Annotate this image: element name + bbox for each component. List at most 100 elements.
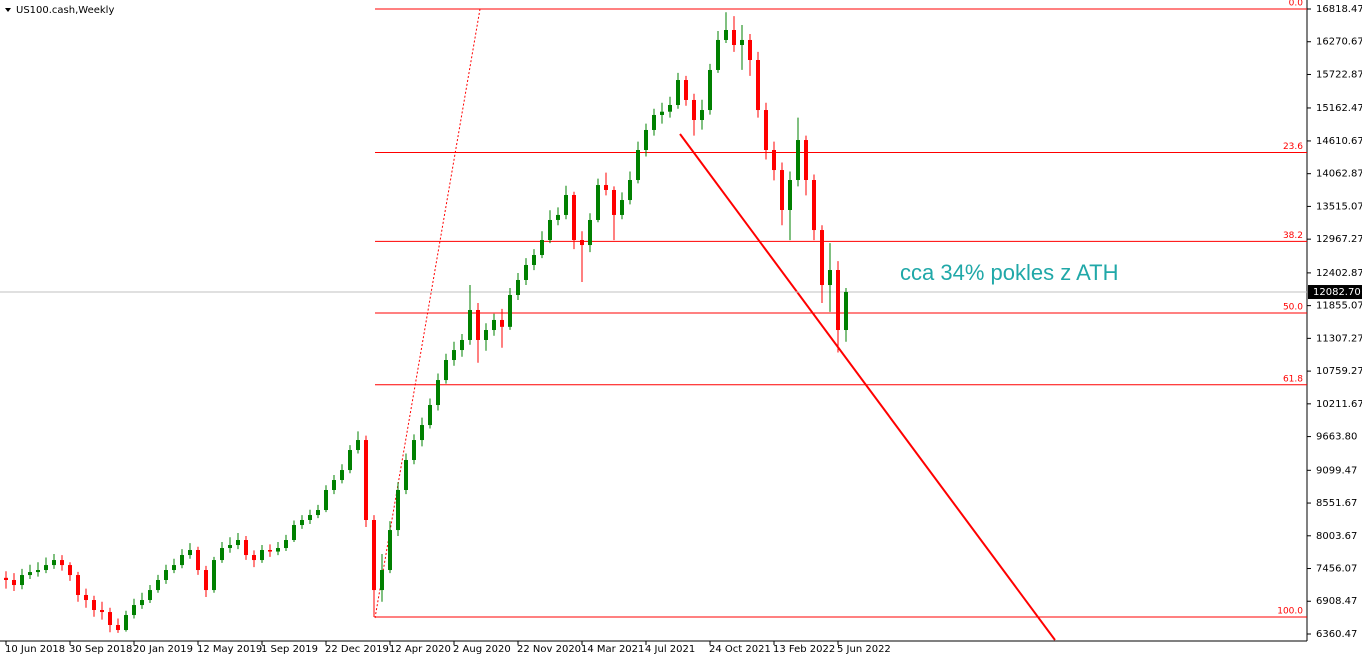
candle-body [220,548,224,561]
candle [292,520,296,542]
x-tick-label: 13 Feb 2022 [773,644,835,655]
y-tick-label: 9099.47 [1316,465,1357,476]
candle [372,515,376,618]
candle-body [12,579,16,586]
x-tick-label: 24 Oct 2021 [709,644,771,655]
candle [516,273,520,300]
candle [596,178,600,223]
candle-body [204,570,208,591]
candle-body [684,80,688,100]
candle-body [476,309,480,340]
candle [740,25,744,70]
y-tick-label: 11855.07 [1316,301,1362,312]
y-tick-label: 16270.67 [1316,37,1362,48]
candle-body [620,200,624,215]
candle [764,102,768,160]
candle [628,171,632,205]
fib-label: 100.0 [1277,607,1303,617]
candle-body [612,189,616,215]
x-tick-label: 14 Mar 2021 [581,644,644,655]
candle-body [380,570,384,591]
candle [492,313,496,336]
y-tick-label: 11307.27 [1316,333,1362,344]
candle [532,249,536,271]
x-tick-label: 12 Apr 2020 [389,644,451,655]
candle-body [20,575,24,586]
candle [252,550,256,568]
candle-body [372,519,376,591]
candle-body [588,219,592,246]
candle-body [156,579,160,591]
candle-body [396,489,400,531]
candle-body [100,609,104,613]
candle-body [84,594,88,601]
symbol-menu-icon[interactable] [5,8,11,12]
candle [52,553,56,569]
candle [564,185,568,220]
candle [436,373,440,411]
candle [332,475,336,495]
candle [196,546,200,575]
candle [276,541,280,556]
candle [748,34,752,76]
candle-body [460,339,464,351]
candle-body [708,69,712,111]
candle-body [148,590,152,601]
candle-body [652,114,656,130]
candle-body [532,255,536,265]
candle [724,12,728,43]
candle-body [788,180,792,211]
candle [556,207,560,226]
y-tick-label: 15722.87 [1316,69,1362,80]
candle-body [196,549,200,571]
x-tick-label: 5 Jun 2022 [837,644,891,655]
y-tick-label: 8003.67 [1316,531,1357,542]
candle-body [764,110,768,151]
candle [652,108,656,136]
candle-body [548,219,552,241]
candle-body [524,264,528,280]
candle [692,93,696,136]
candle [484,323,488,351]
candle-body [468,309,472,340]
candle-body [428,405,432,426]
candle-body [188,549,192,556]
candle [156,574,160,593]
candle-body [4,577,8,580]
candle [124,610,128,632]
y-tick-label: 10211.67 [1316,399,1362,410]
candle [180,549,184,569]
candle [60,555,64,571]
candle-body [324,489,328,511]
candle [20,568,24,590]
candle [4,571,8,589]
current-price-label: 12082.70 [1313,287,1361,298]
candle-body [44,565,48,571]
x-tick-label: 4 Jul 2021 [645,644,695,655]
candle [396,482,400,537]
candle [204,565,208,597]
y-tick-label: 13515.07 [1316,201,1362,212]
candle-body [484,330,488,340]
candle-body [740,39,744,46]
candle [76,571,80,602]
candle [420,417,424,447]
candle [548,210,552,244]
candle-body [260,549,264,561]
candle-body [596,185,600,220]
candle-body [452,350,456,361]
fib-label: 0.0 [1289,0,1304,9]
candle-body [436,380,440,406]
trend-line [679,133,1056,641]
candle [772,141,776,181]
candle [716,31,720,73]
candle-body [348,450,352,471]
candle [620,192,624,220]
candle [788,171,792,241]
candle-body [780,170,784,211]
candle [324,485,328,513]
candle [676,72,680,109]
candle [260,544,264,563]
candle [452,341,456,366]
candle [444,353,448,384]
